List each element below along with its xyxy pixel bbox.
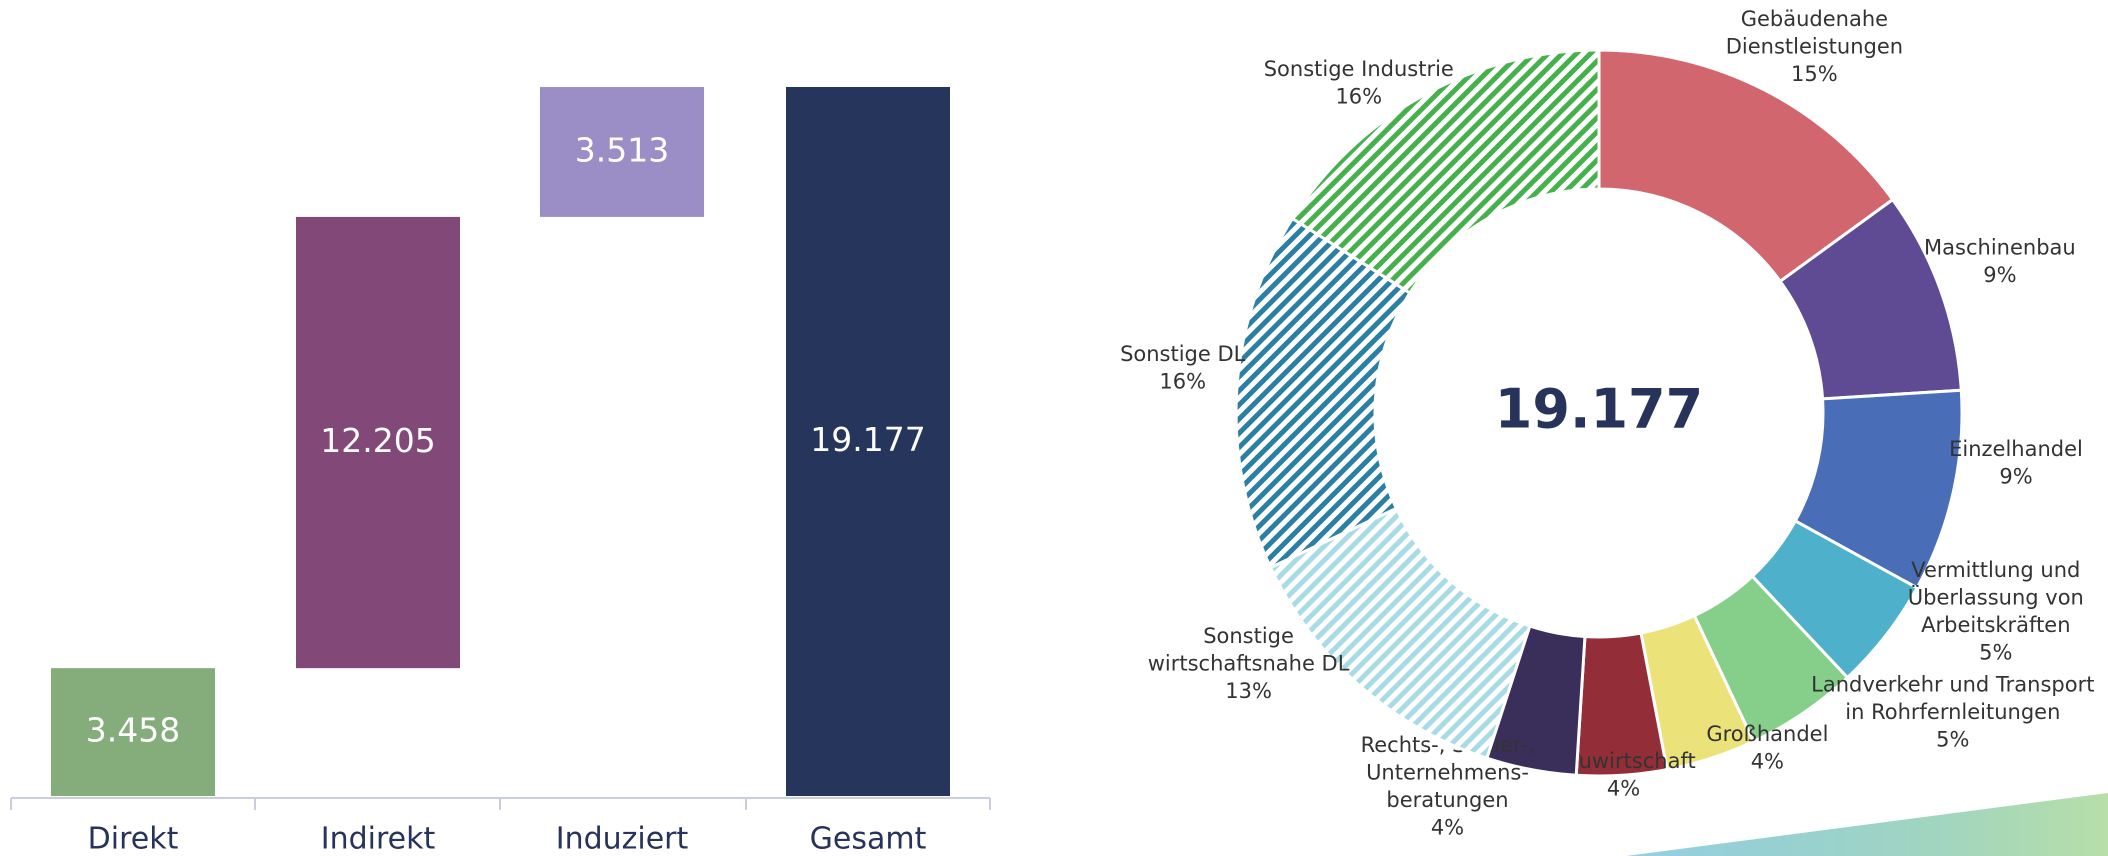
slice-label: Sonstige DL: [1120, 342, 1246, 366]
center-label: 19.177: [1495, 378, 1703, 441]
slice-label: Sonstige: [1203, 624, 1294, 648]
slice-label: Unternehmens-: [1366, 760, 1529, 784]
slice-value-label: 4%: [1751, 750, 1784, 774]
slice-label: in Rohrfernleitungen: [1845, 700, 2060, 724]
slice-value-label: 5%: [1936, 727, 1969, 751]
decoration: [1626, 793, 2108, 856]
slice-label: Arbeitskräften: [1921, 613, 2070, 637]
slice-label: beratungen: [1386, 788, 1508, 812]
slice-value-label: 16%: [1159, 369, 1206, 393]
slice-label: Dienstleistungen: [1726, 35, 1903, 59]
bar: [51, 668, 215, 796]
x-tick-label: Direkt: [88, 822, 179, 856]
x-tick-label: Induziert: [556, 822, 689, 856]
slice-label: Maschinenbau: [1924, 236, 2076, 260]
slice-value-label: 16%: [1335, 84, 1382, 108]
slice-value-label: 4%: [1607, 777, 1640, 801]
bar: [540, 87, 704, 217]
x-tick-label: Indirekt: [321, 822, 436, 856]
slice-value-label: 13%: [1225, 679, 1272, 703]
slice-value-label: 9%: [1999, 465, 2032, 489]
value-label: 19.177: [810, 420, 925, 459]
slice-label: Überlassung von: [1908, 585, 2084, 610]
slice-label: Vermittlung und: [1911, 558, 2080, 582]
slice-value-label: 4%: [1431, 815, 1464, 839]
slice-label: Sonstige Industrie: [1264, 57, 1454, 81]
donut-slice: [1597, 48, 1895, 284]
value-label: 3.458: [86, 711, 180, 750]
value-label: 3.513: [575, 130, 669, 169]
x-tick-label: Gesamt: [810, 822, 927, 856]
slice-value-label: 5%: [1979, 641, 2012, 665]
slice-label: Großhandel: [1706, 722, 1828, 746]
slice-label: Einzelhandel: [1949, 437, 2083, 461]
slice-label: wirtschaftsnahe DL: [1148, 652, 1350, 676]
slice-value-label: 15%: [1791, 62, 1838, 86]
slice-label: Landverkehr und Transport: [1811, 672, 2094, 696]
donut-slice: [1290, 48, 1601, 296]
slice-label: Gebäudenahe: [1741, 7, 1888, 31]
bar: [296, 216, 460, 669]
bar: [786, 87, 950, 796]
value-label: 12.205: [320, 421, 435, 460]
slice-value-label: 9%: [1983, 263, 2016, 287]
